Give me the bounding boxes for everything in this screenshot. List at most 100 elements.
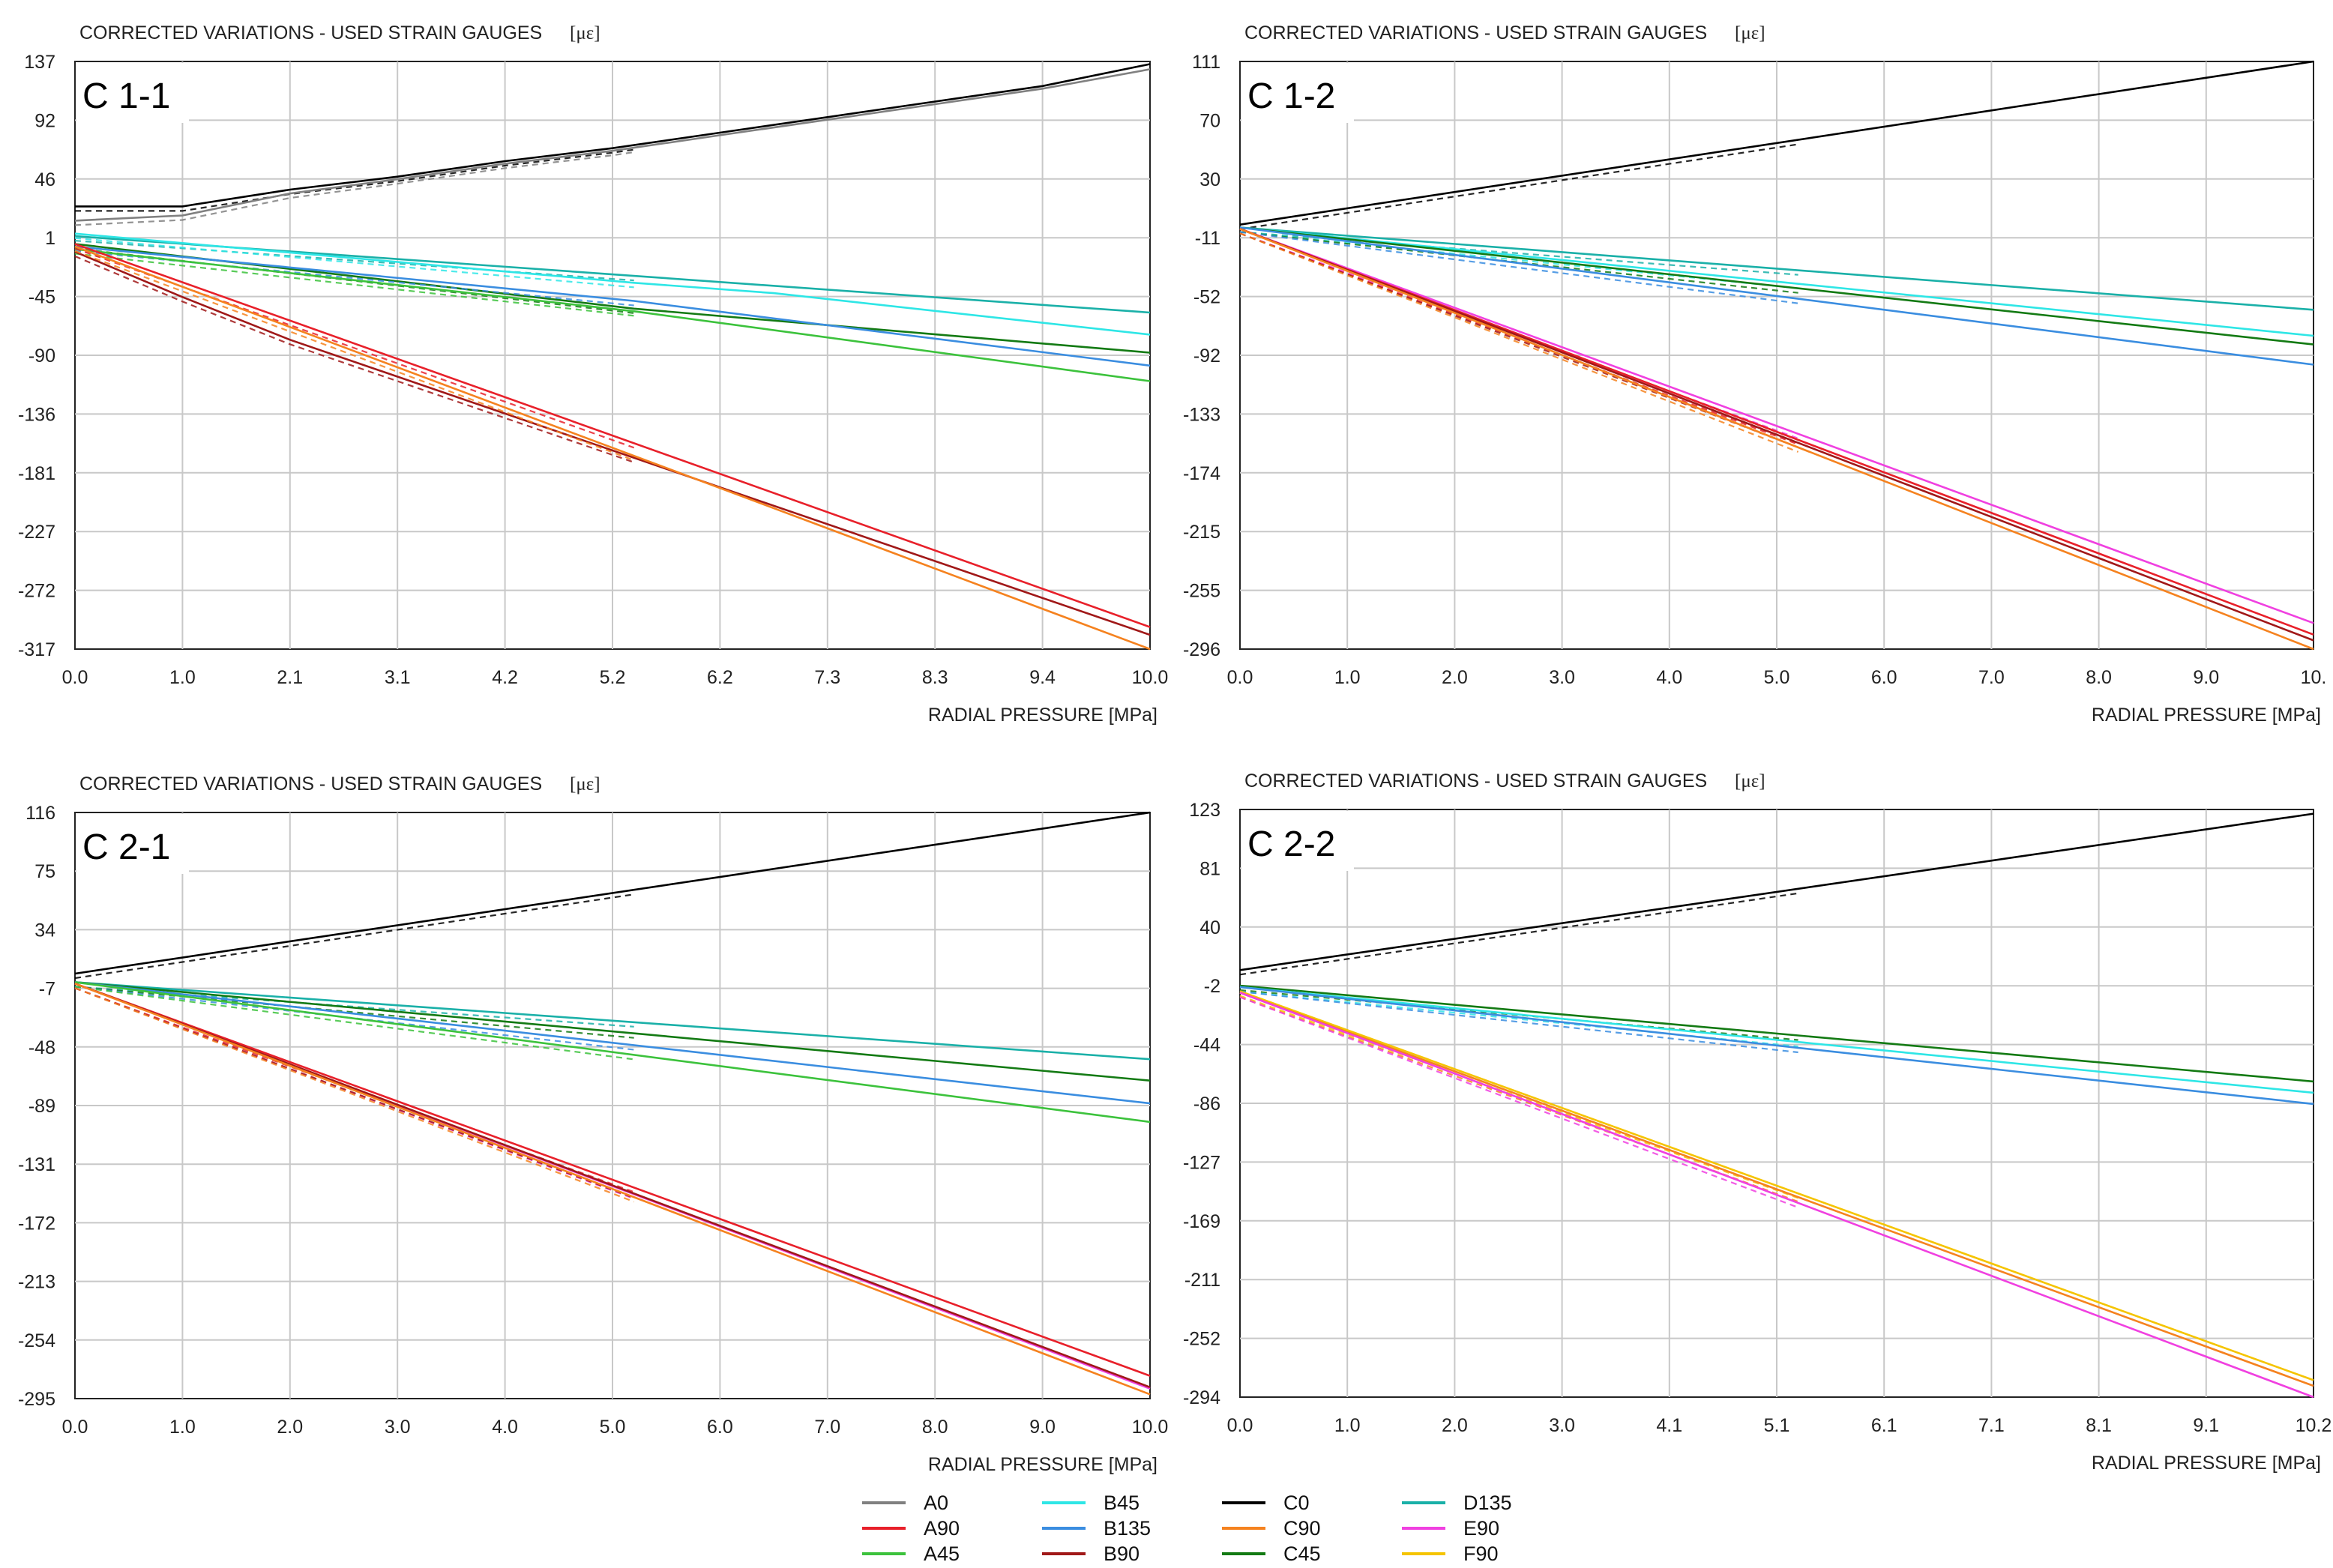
x-tick-label: 4.1 [1656,1415,1682,1436]
x-tick-label: 7.3 [814,667,840,688]
legend-label: A0 [924,1492,949,1514]
y-tick-label: -181 [18,463,55,484]
y-tick-label: -86 [1193,1094,1220,1115]
chart-unit: [με] [570,23,600,43]
y-tick-label: -90 [28,346,55,367]
series-trace-B45 [74,237,634,289]
y-tick-label: -295 [18,1389,55,1410]
legend-label: D135 [1463,1492,1512,1514]
series-line-A0 [74,68,1151,222]
series-trace-C90 [74,987,635,1203]
panel-label: C 2-1 [82,827,170,867]
y-tick-label: 116 [25,803,55,824]
x-tick-label: 8.1 [2086,1415,2112,1436]
chart-title: CORRECTED VARIATIONS - USED STRAIN GAUGE… [79,22,542,43]
series-line-C90 [1239,228,2314,651]
series-line-D135 [74,981,1151,1061]
x-axis-label: RADIAL PRESSURE [MPa] [2092,705,2321,726]
x-tick-label: 2.0 [1442,667,1468,688]
x-tick-label: 10.2 [2296,1415,2332,1436]
panel-label: C 2-2 [1247,824,1335,864]
y-tick-label: -252 [1183,1329,1220,1350]
legend-item: A90 [862,1516,1042,1541]
series-line-E90 [1239,228,2314,624]
chart-panel: 0.0 1.0 2.0 3.0 4.1 5.1 6.1 7.1 8.1 9.1 10.2 123 81 4… [1183,771,2332,1474]
legend-swatch [1222,1552,1265,1555]
x-tick-label: 9.1 [2193,1415,2219,1436]
y-tick-label: -11 [1195,228,1220,249]
legend: A0 A90 A45 B45 B135 B90 C0 C90 C45 D135 E90 F90 [862,1490,1612,1565]
x-tick-label: 0.0 [1227,1415,1253,1436]
y-tick-label: 70 [1199,110,1220,131]
legend-swatch [1222,1527,1265,1530]
legend-item: B135 [1042,1516,1222,1541]
y-tick-label: -211 [1184,1270,1220,1291]
series-line-C0 [1239,60,2314,226]
x-tick-label: 10.0 [1132,667,1169,688]
series-line-C90 [74,245,1151,651]
legend-label: A45 [924,1543,960,1565]
series-line-C0 [75,63,1151,208]
x-tick-label: 9.0 [2193,667,2219,688]
y-tick-label: -127 [1183,1152,1220,1173]
y-tick-label: -89 [28,1096,55,1117]
chart-panel: 0.0 1.0 2.1 3.1 4.2 5.2 6.2 7.3 8.3 9.4 10.0 137 92 4… [18,22,1168,726]
series-line-D135 [1239,226,2314,311]
y-tick-label: 92 [34,110,55,131]
y-tick-label: -133 [1183,404,1220,425]
y-tick-label: -52 [1193,287,1220,308]
y-tick-label: -136 [18,404,55,425]
x-tick-label: 3.0 [385,1417,411,1438]
chart-title: CORRECTED VARIATIONS - USED STRAIN GAUGE… [79,774,542,794]
y-tick-label: -254 [18,1330,55,1351]
x-tick-label: 5.0 [1764,667,1790,688]
legend-item: B45 [1042,1490,1222,1516]
series-line-B45 [1239,986,2314,1094]
series-line-A45 [74,248,1151,382]
legend-swatch [1402,1552,1445,1555]
y-tick-label: -7 [39,979,55,1000]
x-axis-label: RADIAL PRESSURE [MPa] [928,705,1158,726]
y-tick-label: -294 [1183,1387,1220,1408]
series-trace-C0 [75,148,634,212]
x-tick-label: 5.1 [1764,1415,1790,1436]
y-tick-label: 30 [1199,169,1220,190]
series-line-B45 [1239,226,2314,337]
x-tick-label: 8.0 [922,1417,948,1438]
x-tick-label: 1.0 [169,667,196,688]
x-tick-label: 6.0 [707,1417,733,1438]
legend-item: C0 [1222,1490,1402,1516]
y-tick-label: 46 [34,169,55,190]
legend-label: B45 [1104,1492,1140,1514]
chart-unit: [με] [1735,771,1765,791]
legend-swatch [1042,1552,1086,1555]
y-tick-label: -227 [18,522,55,543]
y-tick-label: -48 [28,1037,55,1058]
x-tick-label: 0.0 [62,667,88,688]
x-tick-label: 3.0 [1549,1415,1575,1436]
series-trace-C90 [1239,232,1799,453]
x-tick-label: 0.0 [1227,667,1253,688]
chart-panel: 0.0 1.0 2.0 3.0 4.0 5.0 6.0 7.0 8.0 9.0 10. 111 70 30… [1183,22,2326,726]
series-trace-B90 [74,255,635,463]
legend-item: E90 [1402,1516,1582,1541]
x-tick-label: 4.0 [1656,667,1682,688]
legend-swatch [1402,1501,1445,1504]
chart-title: CORRECTED VARIATIONS - USED STRAIN GAUGE… [1244,22,1707,43]
legend-swatch [1402,1527,1445,1530]
legend-swatch [862,1527,906,1530]
x-tick-label: 6.2 [707,667,733,688]
series-line-B90 [74,983,1151,1389]
chart-panel: 0.0 1.0 2.0 3.0 4.0 5.0 6.0 7.0 8.0 9.0 10.0 116 75 3… [18,774,1168,1475]
series-trace-D135 [1239,231,1798,276]
x-axis-label: RADIAL PRESSURE [MPa] [928,1454,1158,1475]
x-tick-label: 9.0 [1029,1417,1056,1438]
panel-label: C 1-1 [82,76,170,116]
x-tick-label: 2.0 [277,1417,303,1438]
x-tick-label: 1.0 [169,1417,196,1438]
series-line-B135 [74,245,1151,367]
legend-label: E90 [1463,1517,1500,1540]
legend-item: C45 [1222,1541,1402,1567]
legend-item: B90 [1042,1541,1222,1567]
x-tick-label: 7.0 [814,1417,840,1438]
